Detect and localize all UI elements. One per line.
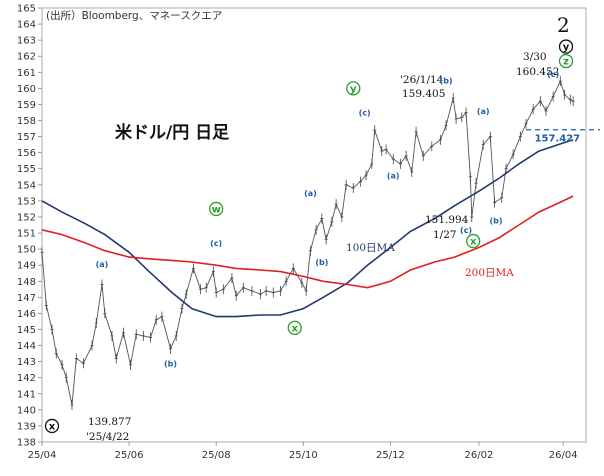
y-tick-label: 162 — [17, 52, 36, 63]
ma200-line — [41, 195, 574, 289]
y-tick-label: 140 — [17, 405, 36, 416]
wave-label: (b) — [490, 216, 503, 225]
y-tick-label: 146 — [17, 309, 36, 320]
y-tick-label: 153 — [17, 196, 36, 207]
y-tick-label: 155 — [17, 164, 36, 175]
chart-title: 米ドル/円 日足 — [115, 122, 229, 143]
wave-label: (c) — [210, 239, 222, 248]
low-jan-date-label: 1/27 — [433, 229, 457, 241]
wave-label: (a) — [304, 189, 317, 198]
wave-circle — [44, 418, 60, 434]
wave-label: (c) — [460, 226, 472, 235]
y-tick-label: 145 — [17, 325, 36, 336]
x-tick-label: 26/02 — [464, 450, 493, 461]
source-note: (出所）Bloomberg、マネースクエア — [46, 9, 222, 22]
y-tick-label: 164 — [17, 20, 36, 31]
x-tick-label: 25/04 — [28, 450, 57, 461]
y-tick-label: 158 — [17, 116, 36, 127]
x-tick-label: 25/12 — [376, 450, 405, 461]
y-tick-label: 144 — [17, 341, 36, 352]
y-tick-label: 141 — [17, 389, 36, 400]
y-tick-label: 165 — [17, 4, 36, 15]
wave-circle-label: y — [350, 84, 357, 95]
wave-label: (c) — [547, 70, 559, 79]
wave-number-label: 2 — [557, 13, 570, 37]
y-tick-label: 143 — [17, 357, 36, 368]
wave-label: (b) — [440, 77, 453, 86]
y-tick-label: 150 — [17, 245, 36, 256]
wave-label: (a) — [96, 260, 109, 269]
wave-label: (b) — [164, 359, 177, 368]
plot-frame — [41, 7, 587, 443]
y-tick-label: 157 — [17, 132, 36, 143]
low-jan-value-label: 151.994 — [425, 214, 469, 226]
y-tick-label: 154 — [17, 180, 36, 191]
y-tick-label: 147 — [17, 293, 36, 304]
high-mar-date-label: 3/30 — [523, 51, 547, 63]
reference-line-label: 157.427 — [535, 134, 581, 145]
wave-circle-label: w — [212, 204, 221, 215]
wave-circle — [558, 53, 574, 69]
wave-circle — [558, 39, 574, 54]
wave-circle-label: x — [470, 237, 477, 248]
y-tick-label: 161 — [17, 68, 36, 79]
wave-circle — [346, 81, 361, 96]
ma100-line — [41, 139, 574, 318]
x-tick-label: 25/10 — [289, 450, 318, 461]
wave-circle-label: x — [49, 421, 56, 432]
y-tick-label: 163 — [17, 36, 36, 47]
x-tick-label: 26/04 — [549, 450, 578, 461]
high-jan-value-label: 159.405 — [402, 88, 445, 100]
y-tick-label: 156 — [17, 148, 36, 159]
wave-circle — [466, 233, 481, 249]
wave-label: (a) — [387, 171, 400, 180]
y-tick-label: 151 — [17, 229, 36, 240]
ma100-label: 100日MA — [346, 242, 395, 254]
y-tick-label: 139 — [17, 421, 36, 432]
y-tick-label: 152 — [17, 212, 36, 223]
low-date-label: '25/4/22 — [86, 431, 129, 443]
y-tick-label: 159 — [17, 100, 36, 111]
wave-label: (b) — [315, 258, 328, 267]
wave-circle-label: z — [563, 57, 569, 68]
wave-circle-label: x — [291, 323, 298, 334]
wave-circle-label: y — [563, 42, 570, 53]
y-tick-label: 160 — [17, 84, 36, 95]
y-tick-label: 149 — [17, 261, 36, 272]
x-tick-label: 25/08 — [202, 450, 231, 461]
y-tick-label: 142 — [17, 373, 36, 384]
wave-label: (c) — [359, 109, 371, 118]
wave-label: (a) — [477, 107, 490, 116]
wave-circle — [287, 320, 302, 336]
x-tick-label: 25/06 — [115, 450, 144, 461]
ma200-label: 200日MA — [465, 267, 514, 279]
high-mar-value-label: 160.452 — [516, 66, 559, 78]
wave-circle — [209, 201, 224, 217]
y-tick-label: 138 — [17, 438, 36, 449]
y-tick-label: 148 — [17, 277, 36, 288]
low-value-label: 139.877 — [88, 416, 131, 428]
high-jan-date-label: '26/1/14 — [400, 74, 444, 86]
